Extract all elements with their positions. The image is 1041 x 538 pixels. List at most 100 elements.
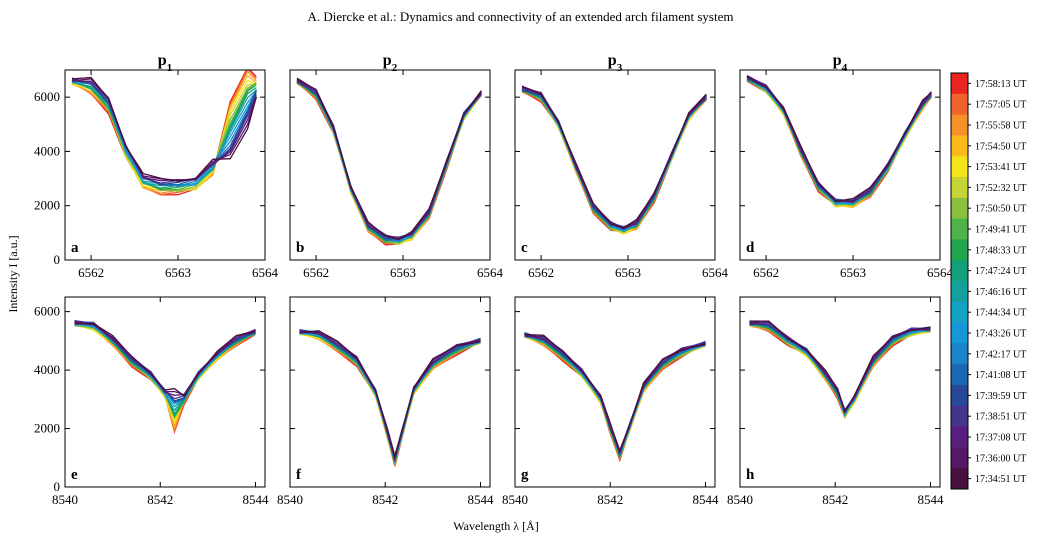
- colorbar-frame: [950, 72, 969, 490]
- colorbar-swatch: [951, 405, 968, 428]
- panel-label: e: [71, 467, 78, 483]
- series-group: [296, 77, 482, 246]
- series-line-b-5: [296, 79, 482, 246]
- colorbar-label: 17:57:05 UT: [975, 100, 1026, 111]
- panel-b: 6562 6563 6564 b p2: [289, 52, 504, 280]
- colorbar-label: 17:46:16 UT: [975, 287, 1026, 298]
- colorbar-swatch: [951, 114, 968, 136]
- series-line-b-17: [296, 80, 482, 239]
- colorbar-label: 17:38:51 UT: [975, 412, 1026, 423]
- series-line-e-1: [74, 323, 256, 434]
- series-line-a-8: [71, 79, 257, 191]
- x-tick-label: 6564: [252, 265, 279, 280]
- x-tick-label: 8540: [52, 492, 78, 507]
- series-line-a-15: [71, 78, 257, 186]
- time-colorbar: 17:58:13 UT 17:57:05 UT 17:55:58 UT 17:54:5…: [950, 72, 1026, 490]
- colorbar-swatch: [951, 301, 968, 324]
- series-line-e-5: [74, 324, 256, 421]
- plot-frame: [739, 69, 941, 261]
- colorbar-label: 17:53:41 UT: [975, 162, 1026, 173]
- x-tick-label: 8540: [727, 492, 753, 507]
- colorbar-label: 17:34:51 UT: [975, 474, 1026, 485]
- series-line-b-16: [296, 81, 482, 238]
- colorbar-swatch: [951, 73, 968, 95]
- series-group: [71, 70, 257, 196]
- panel-g: 8540 8542 8544 g: [502, 296, 719, 507]
- series-line-b-11: [296, 80, 482, 243]
- y-tick-label: 0: [54, 479, 61, 494]
- x-axis-label: Wavelength λ [Å]: [453, 519, 539, 533]
- series-line-e-18: [74, 321, 256, 396]
- y-tick-label: 4000: [34, 143, 60, 158]
- panel-f: 8540 8542 8544 f: [277, 296, 494, 507]
- colorbar-swatch: [951, 447, 968, 469]
- page-header: A. Diercke et al.: Dynamics and connecti…: [307, 9, 734, 24]
- series-line-b-13: [296, 78, 482, 242]
- colorbar-swatch: [951, 364, 968, 386]
- x-tick-label: 6562: [303, 265, 329, 280]
- x-tick-label: 8540: [502, 492, 528, 507]
- x-tick-label: 8542: [147, 492, 173, 507]
- series-line-c-19: [521, 85, 707, 229]
- series-group: [749, 320, 931, 420]
- colorbar-label: 17:42:17 UT: [975, 349, 1026, 360]
- colorbar-label: 17:37:08 UT: [975, 433, 1026, 444]
- x-tick-label: 8542: [597, 492, 623, 507]
- panel-h: 8540 8542 8544 h: [727, 296, 944, 507]
- panels: 6562 6563 6564 0 2000 4000 6000 a p1 6562 6563 6564…: [34, 52, 954, 507]
- panel-label: h: [746, 467, 755, 483]
- series-line-e-2: [74, 321, 256, 432]
- series-line-b-6: [296, 78, 482, 244]
- series-line-f-19: [299, 330, 481, 459]
- colorbar-label: 17:47:24 UT: [975, 266, 1026, 277]
- series-line-h-19: [749, 320, 931, 414]
- panel-a: 6562 6563 6564 0 2000 4000 6000 a p1: [34, 52, 279, 280]
- plot-frame: [289, 69, 491, 261]
- colorbar-swatch: [951, 218, 968, 240]
- panel-label: c: [521, 240, 528, 256]
- x-tick-label: 8542: [372, 492, 398, 507]
- series-line-b-14: [296, 79, 482, 241]
- series-line-b-7: [296, 79, 482, 244]
- colorbar-label: 17:55:58 UT: [975, 121, 1026, 132]
- x-tick-label: 8540: [277, 492, 303, 507]
- colorbar-swatch: [951, 385, 968, 407]
- x-tick-label: 8544: [242, 492, 269, 507]
- y-tick-label: 6000: [34, 89, 60, 104]
- series-line-a-1: [71, 70, 257, 196]
- x-tick-label: 6564: [927, 265, 954, 280]
- series-line-b-4: [296, 80, 482, 246]
- panel-label: a: [71, 240, 79, 256]
- series-line-e-19: [74, 322, 256, 397]
- panel-c: 6562 6563 6564 c p3: [514, 52, 729, 280]
- series-line-a-19: [71, 76, 257, 182]
- colorbar-swatch: [951, 281, 968, 303]
- x-tick-label: 8544: [467, 492, 494, 507]
- colorbar-swatch: [951, 177, 968, 199]
- x-tick-label: 6562: [78, 265, 104, 280]
- colorbar-label: 17:39:59 UT: [975, 391, 1026, 402]
- colorbar-swatch: [951, 322, 968, 344]
- axis-labels: Intensity I [a.u.] Wavelength λ [Å]: [6, 235, 539, 533]
- x-tick-label: 6563: [390, 265, 416, 280]
- plot-frame: [64, 69, 266, 261]
- colorbar-swatch: [951, 197, 968, 220]
- series-group: [299, 328, 481, 467]
- panel-label: d: [746, 240, 755, 256]
- series-line-b-10: [296, 81, 482, 242]
- panel-label: f: [296, 467, 302, 483]
- panel-label: b: [296, 240, 304, 256]
- plot-frame: [514, 69, 716, 261]
- series-line-e-7: [74, 323, 256, 419]
- plot-frame: [514, 296, 716, 488]
- x-tick-label: 8544: [917, 492, 944, 507]
- panel-d: 6562 6563 6564 d p4: [739, 52, 954, 280]
- series-line-b-15: [296, 80, 482, 240]
- colorbar-label: 17:41:08 UT: [975, 370, 1026, 381]
- series-line-e-17: [74, 320, 256, 396]
- y-tick-label: 2000: [34, 198, 60, 213]
- colorbar-label: 17:43:26 UT: [975, 329, 1026, 340]
- colorbar-swatch: [951, 93, 968, 116]
- column-title-1: p1: [158, 52, 172, 74]
- x-tick-label: 6562: [528, 265, 554, 280]
